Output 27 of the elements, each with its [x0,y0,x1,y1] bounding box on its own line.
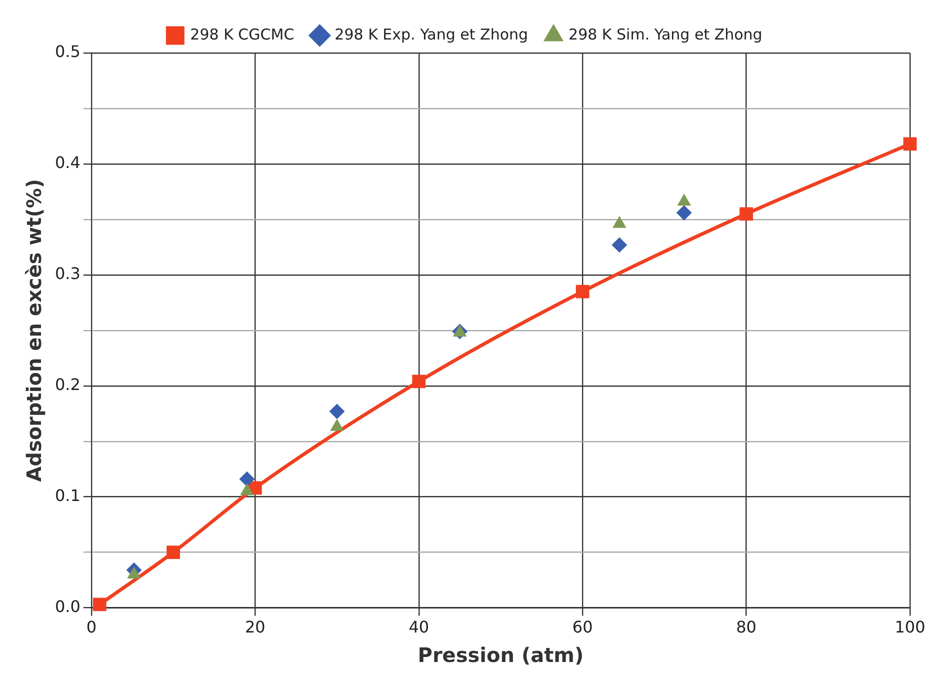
x-tick-label: 80 [736,618,756,637]
point [92,598,106,612]
point [576,284,590,298]
y-tick-label: 0.4 [54,153,80,172]
point [676,205,692,220]
point [166,546,180,560]
point [903,137,917,151]
point [612,237,627,252]
legend-label: 298 K Exp. Yang et Zhong [334,25,528,44]
y-tick-label: 0.2 [54,375,80,394]
x-tick-label: 20 [244,618,266,637]
y-tick-label: 0.5 [54,42,80,62]
point [412,374,426,388]
x-tick-label: 100 [894,618,926,637]
legend-label: 298 K CGCMC [190,25,294,44]
point [330,404,345,419]
y-tick-label: 0.1 [54,486,80,505]
y-tick-label: 0.3 [54,264,80,284]
x-tick-label: 40 [408,618,430,637]
x-tick-label: 60 [572,618,593,637]
legend-label: 298 K Sim. Yang et Zhong [568,25,762,44]
point [740,207,753,221]
x-axis-title: Pression (atm) [418,643,584,668]
y-tick-label: 0.0 [54,596,80,616]
y-axis-title: Adsorption en excès wt(%) [22,178,46,482]
x-tick-label: 0 [86,618,97,637]
point [239,472,254,487]
